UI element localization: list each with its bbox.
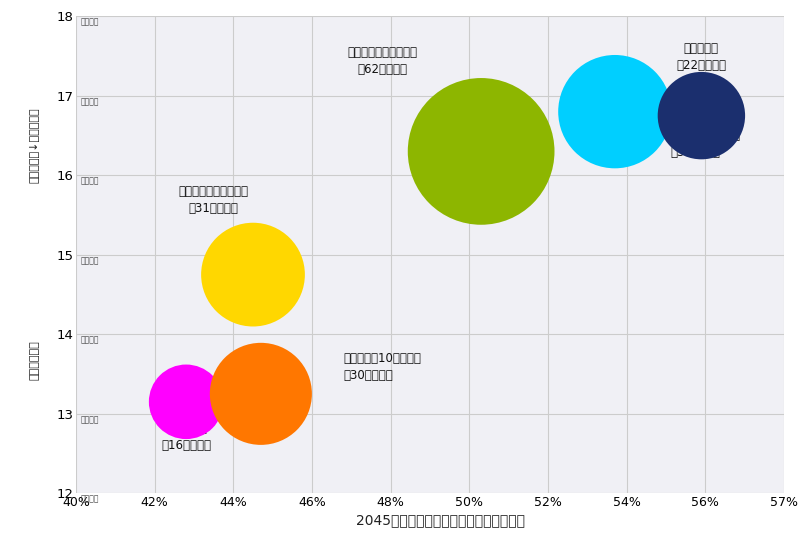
Text: ポイント: ポイント	[80, 18, 98, 27]
Text: ポイント: ポイント	[80, 97, 98, 106]
Text: ３万人以上５万人未満
（31自治体）: ３万人以上５万人未満 （31自治体）	[178, 185, 249, 215]
Text: ５千人未満
（22自治体）: ５千人未満 （22自治体）	[677, 42, 726, 72]
Text: ポイント: ポイント	[80, 495, 98, 504]
Point	[254, 390, 267, 398]
Text: 10万人以上
（16自治体）: 10万人以上 （16自治体）	[161, 422, 211, 452]
Point	[180, 397, 193, 406]
Text: ポイント: ポイント	[80, 256, 98, 265]
Text: ５千人以上１万人未満
（37自治体）: ５千人以上１万人未満 （37自治体）	[670, 130, 740, 159]
Point	[246, 270, 259, 279]
Text: ポイント: ポイント	[80, 335, 98, 345]
Point	[695, 111, 708, 120]
Point	[474, 147, 487, 156]
Text: ポイント: ポイント	[80, 415, 98, 424]
Text: ２０１５年↓２０４５年: ２０１５年↓２０４５年	[29, 107, 39, 183]
Text: 2045年　高齢化率（老年人口／総人口）: 2045年 高齢化率（老年人口／総人口）	[355, 513, 525, 527]
Text: 高齢化率の差: 高齢化率の差	[30, 340, 39, 379]
Text: ５万人以上10万人未満
（30自治体）: ５万人以上10万人未満 （30自治体）	[343, 352, 422, 382]
Text: １万人以上３万人未満
（62自治体）: １万人以上３万人未満 （62自治体）	[348, 46, 418, 76]
Text: ポイント: ポイント	[80, 177, 98, 186]
Point	[609, 107, 622, 116]
